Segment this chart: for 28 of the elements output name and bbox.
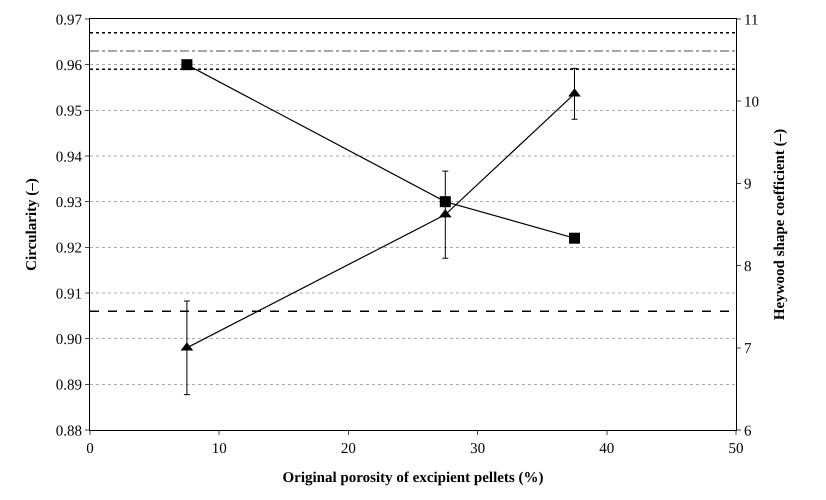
point <box>181 59 192 70</box>
y2-tick-label: 6 <box>744 423 752 440</box>
y-tick-label: 0.96 <box>56 58 82 74</box>
y2-axis-title: Heywood shape coefficient (–) <box>772 128 788 320</box>
y-tick-label: 0.92 <box>56 240 82 257</box>
y-tick-label: 0.90 <box>56 332 82 348</box>
y2-tick-label: 7 <box>744 341 752 358</box>
x-tick-label: 40 <box>599 441 614 457</box>
y2-tick-label: 11 <box>744 12 758 28</box>
x-tick-label: 0 <box>86 441 94 457</box>
point <box>569 232 580 244</box>
y2-tick-label: 10 <box>744 94 759 110</box>
x-tick-label: 10 <box>212 441 227 457</box>
y-tick-label: 0.95 <box>56 104 82 120</box>
point <box>440 196 451 208</box>
y2-tick-label: 9 <box>744 176 752 193</box>
x-tick-label: 20 <box>340 441 356 457</box>
y-tick-label: 0.97 <box>56 12 82 28</box>
y-tick-label: 0.93 <box>56 194 82 211</box>
y2-tick-label: 8 <box>744 258 752 275</box>
y-tick-label: 0.88 <box>56 423 82 440</box>
y-axis-title: Circularity (–) <box>24 178 40 271</box>
y-tick-label: 0.91 <box>56 286 82 302</box>
y-tick-label: 0.89 <box>56 378 82 394</box>
x-tick-label: 50 <box>728 441 744 457</box>
x-axis-title: Original porosity of excipient pellets (%) <box>282 470 544 486</box>
y-tick-label: 0.94 <box>56 149 82 166</box>
x-tick-label: 30 <box>470 441 486 457</box>
